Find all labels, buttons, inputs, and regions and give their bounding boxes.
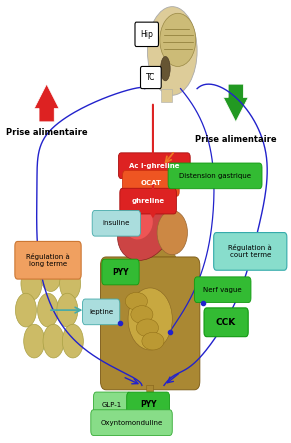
FancyBboxPatch shape <box>91 410 172 435</box>
Circle shape <box>60 267 81 300</box>
FancyBboxPatch shape <box>100 257 200 390</box>
Ellipse shape <box>148 7 197 95</box>
Ellipse shape <box>128 288 172 350</box>
Circle shape <box>15 293 36 327</box>
Text: leptine: leptine <box>89 309 113 315</box>
Text: Ac l-ghreline: Ac l-ghreline <box>129 163 180 169</box>
FancyArrow shape <box>223 84 248 122</box>
Text: Distension gastrique: Distension gastrique <box>179 173 251 179</box>
FancyBboxPatch shape <box>15 241 81 279</box>
FancyBboxPatch shape <box>141 66 161 89</box>
FancyArrow shape <box>146 385 154 403</box>
FancyBboxPatch shape <box>120 188 176 214</box>
FancyBboxPatch shape <box>102 259 139 285</box>
FancyBboxPatch shape <box>92 210 141 236</box>
Text: CCK: CCK <box>216 318 236 327</box>
Text: Prise alimentaire: Prise alimentaire <box>195 135 276 144</box>
Circle shape <box>40 258 61 291</box>
Ellipse shape <box>131 306 153 323</box>
Text: OCAT: OCAT <box>140 180 162 187</box>
Circle shape <box>21 267 42 300</box>
Text: Régulation à
court terme: Régulation à court terme <box>228 245 272 258</box>
Circle shape <box>38 293 58 327</box>
Text: TC: TC <box>146 73 156 82</box>
FancyBboxPatch shape <box>83 299 120 325</box>
Text: PYY: PYY <box>112 268 129 276</box>
Text: ghreline: ghreline <box>132 198 165 204</box>
Text: Prise alimentaire: Prise alimentaire <box>6 128 87 137</box>
Text: PYY: PYY <box>140 400 156 409</box>
Text: Oxyntomonduline: Oxyntomonduline <box>100 420 163 426</box>
FancyBboxPatch shape <box>118 153 190 179</box>
Ellipse shape <box>125 292 148 310</box>
FancyArrow shape <box>34 84 59 122</box>
Ellipse shape <box>136 319 159 337</box>
FancyBboxPatch shape <box>123 171 179 196</box>
FancyBboxPatch shape <box>204 308 248 337</box>
FancyBboxPatch shape <box>168 163 262 189</box>
Circle shape <box>24 324 45 358</box>
FancyArrow shape <box>161 89 172 102</box>
Ellipse shape <box>139 246 178 286</box>
Text: Hip: Hip <box>140 30 153 39</box>
FancyBboxPatch shape <box>127 392 169 418</box>
FancyBboxPatch shape <box>214 233 287 270</box>
Text: Régulation à
long terme: Régulation à long terme <box>26 253 70 267</box>
Ellipse shape <box>125 208 153 240</box>
Ellipse shape <box>142 332 164 350</box>
Circle shape <box>62 324 83 358</box>
Ellipse shape <box>160 13 196 66</box>
Circle shape <box>57 293 78 327</box>
Ellipse shape <box>118 200 172 260</box>
Text: GLP-1: GLP-1 <box>102 402 122 408</box>
Ellipse shape <box>161 57 170 81</box>
FancyBboxPatch shape <box>194 277 251 303</box>
Text: Nerf vague: Nerf vague <box>203 287 242 293</box>
Ellipse shape <box>157 210 187 255</box>
Text: insuline: insuline <box>103 220 130 226</box>
Circle shape <box>43 324 64 358</box>
FancyBboxPatch shape <box>135 22 159 47</box>
FancyBboxPatch shape <box>94 392 131 418</box>
